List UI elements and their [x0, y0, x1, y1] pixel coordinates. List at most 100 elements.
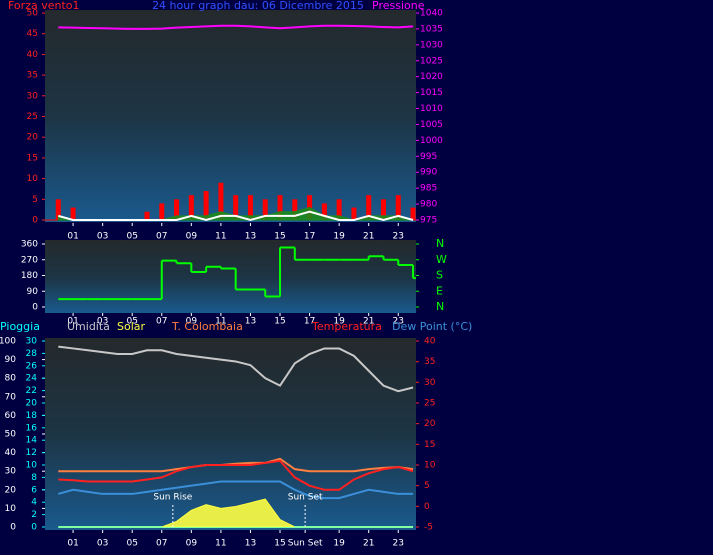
x-tick-label: Sun Set: [288, 539, 323, 549]
y-tick-label: 20: [5, 485, 17, 495]
y-tick-label: 40: [27, 50, 39, 60]
y-tick-label: 180: [21, 271, 38, 281]
gust-bar: [144, 211, 150, 220]
plot-area: [45, 240, 416, 313]
gust-bar: [55, 199, 61, 220]
x-tick-label: 13: [245, 232, 256, 242]
x-tick-label: 11: [215, 539, 226, 549]
y3-tick-label: 8: [31, 473, 37, 483]
plot-area: [45, 10, 416, 222]
x-tick-label: 21: [363, 539, 374, 549]
y-tick-label: 50: [5, 430, 17, 440]
x-tick-label: 03: [97, 317, 108, 327]
x-tick-label: 19: [333, 232, 345, 242]
y-tick-label: 10: [27, 174, 39, 184]
y-tick-label: 30: [5, 467, 17, 477]
x-tick-label: 15: [274, 232, 285, 242]
x-tick-label: 19: [333, 317, 345, 327]
gust-bar: [262, 199, 268, 220]
y2-tick-label: N: [436, 237, 444, 250]
x-tick-label: 15: [274, 317, 285, 327]
y-tick-label: 40: [5, 448, 17, 458]
gust-bar: [218, 182, 224, 220]
x-tick-label: 11: [215, 317, 226, 327]
y2-tick-label: S: [436, 269, 443, 282]
x-tick-label: 05: [126, 232, 137, 242]
x-tick-label: 13: [245, 317, 256, 327]
x-tick-label: 09: [186, 317, 198, 327]
x-tick-label: 09: [186, 539, 198, 549]
y2-tick-label: 40: [424, 337, 436, 347]
y3-tick-label: 18: [26, 411, 38, 421]
gust-bar: [233, 195, 239, 220]
y-tick-label: 5: [32, 195, 38, 205]
x-tick-label: 11: [215, 232, 226, 242]
x-tick-label: 01: [67, 317, 78, 327]
x-tick-label: 01: [67, 232, 78, 242]
y-tick-label: 50: [27, 9, 39, 19]
y-tick-label: 270: [21, 255, 38, 265]
y3-tick-label: 6: [31, 485, 37, 495]
series-line: [58, 459, 414, 491]
gust-bar: [203, 191, 209, 220]
gust-bar: [410, 207, 416, 220]
y2-axis-label: Pressione: [372, 0, 425, 12]
series-line: [58, 457, 414, 473]
series-line: [58, 345, 414, 393]
x-tick-label: 05: [126, 539, 137, 549]
gust-bar: [174, 199, 180, 220]
y-tick-label: 15: [27, 153, 38, 163]
y2-tick-label: 995: [420, 152, 437, 162]
series-line: [58, 210, 414, 222]
y-tick-label: 0: [10, 523, 16, 533]
y-tick-label: 100: [0, 337, 16, 347]
legend-entry: Dew Point (°C): [392, 320, 472, 333]
gust-bar: [366, 195, 372, 220]
chart-title: 24 hour graph dau: 06 Dicembre 2015: [152, 0, 364, 12]
annotation: Sun Rise: [153, 493, 192, 503]
x-tick-label: 03: [97, 539, 108, 549]
y-tick-label: 90: [27, 287, 39, 297]
y2-tick-label: 1040: [420, 9, 443, 19]
gust-bar: [277, 195, 283, 220]
y-tick-label: 70: [5, 392, 17, 402]
y-axis-label: Forza vento1: [8, 0, 80, 12]
y3-tick-label: 30: [26, 337, 38, 347]
y2-tick-label: 1015: [420, 88, 443, 98]
x-tick-label: 07: [156, 317, 167, 327]
y2-tick-label: 1030: [420, 40, 443, 50]
y2-tick-label: N: [436, 300, 444, 313]
y-tick-label: 360: [21, 240, 38, 250]
y2-tick-label: -5: [424, 523, 433, 533]
gust-bar: [188, 195, 194, 220]
y3-tick-label: 16: [26, 423, 38, 433]
y-tick-label: 30: [27, 91, 39, 101]
y-tick-label: 80: [5, 374, 17, 384]
y3-tick-label: 24: [26, 374, 38, 384]
y2-tick-label: 1035: [420, 24, 443, 34]
y3-tick-label: 20: [26, 399, 38, 409]
y-tick-label: 45: [27, 29, 38, 39]
x-tick-label: 13: [245, 539, 256, 549]
y2-tick-label: 1000: [420, 136, 443, 146]
y3-tick-label: 12: [26, 448, 37, 458]
y3-tick-label: 10: [26, 461, 38, 471]
plot-area: [45, 338, 416, 530]
gust-bar: [351, 207, 357, 220]
y2-tick-label: 10: [424, 461, 436, 471]
y2-tick-label: 990: [420, 168, 437, 178]
y2-tick-label: 1025: [420, 56, 443, 66]
y2-tick-label: 20: [424, 419, 436, 429]
y-tick-label: 90: [5, 355, 17, 365]
y-tick-label: 20: [27, 133, 39, 143]
legend-entry: T. Colombaia: [171, 320, 243, 333]
y2-tick-label: 5: [424, 481, 430, 491]
y2-tick-label: 35: [424, 357, 435, 367]
y2-tick-label: 15: [424, 440, 435, 450]
gust-bar: [247, 195, 253, 220]
x-tick-label: 19: [333, 539, 345, 549]
x-tick-label: 21: [363, 232, 374, 242]
x-tick-label: 23: [393, 539, 404, 549]
y-tick-label: 0: [32, 216, 38, 226]
x-tick-label: 05: [126, 317, 137, 327]
